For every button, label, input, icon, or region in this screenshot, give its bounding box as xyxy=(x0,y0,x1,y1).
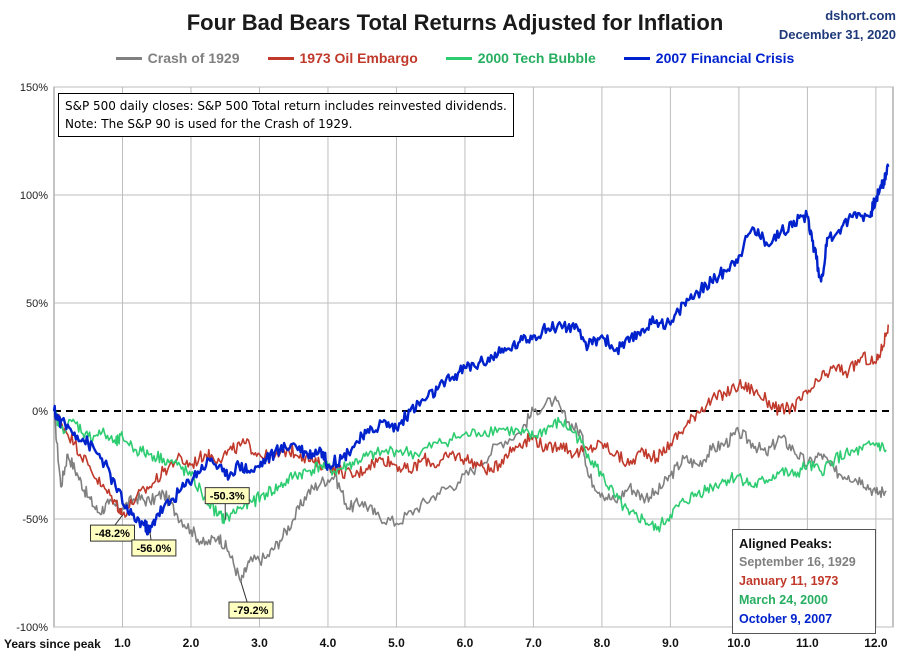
series-line-0 xyxy=(53,395,887,583)
x-tick-label: 2.0 xyxy=(183,636,200,650)
y-tick-label: -50% xyxy=(22,514,48,526)
legend-item-1929: Crash of 1929 xyxy=(115,50,240,66)
note-line-1: S&P 500 daily closes: S&P 500 Total retu… xyxy=(65,99,507,113)
legend-item-1973: 1973 Oil Embargo xyxy=(267,50,418,66)
annotation-box xyxy=(89,524,135,542)
series-line-3 xyxy=(52,163,890,536)
annotation-label: -56.0% xyxy=(136,543,171,555)
grid-layer xyxy=(53,86,894,628)
legend-swatch-2000 xyxy=(445,56,472,60)
legend-swatch-1929 xyxy=(115,56,142,60)
chart-title: Four Bad Bears Total Returns Adjusted fo… xyxy=(186,10,724,35)
annotation-box xyxy=(228,601,274,619)
series-line-1 xyxy=(53,324,889,518)
annotation-box xyxy=(131,539,177,557)
note-box: S&P 500 daily closes: S&P 500 Total retu… xyxy=(58,93,514,137)
peak-2007: October 9, 2007 xyxy=(739,612,833,626)
y-tick-label: 100% xyxy=(20,190,48,202)
note-line-2: Note: The S&P 90 is used for the Crash o… xyxy=(65,117,353,131)
x-tick-label: 6.0 xyxy=(457,636,474,650)
y-tick-label: 50% xyxy=(26,298,48,310)
legend-label-1929: Crash of 1929 xyxy=(147,50,240,66)
x-tick-label: 3.0 xyxy=(251,636,268,650)
x-tick-label: 9.0 xyxy=(662,636,679,650)
x-tick-label: 5.0 xyxy=(388,636,405,650)
legend-label-1973: 1973 Oil Embargo xyxy=(299,50,418,66)
series-layer xyxy=(52,163,890,583)
x-axis-title: Years since peak xyxy=(4,637,101,651)
x-tick-label: 4.0 xyxy=(320,636,337,650)
source-label: dshort.com xyxy=(825,8,896,23)
aligned-peaks-title: Aligned Peaks: xyxy=(739,536,833,551)
y-tick-label: 0% xyxy=(32,406,48,418)
annotation-box xyxy=(204,487,250,505)
x-tick-label: 7.0 xyxy=(525,636,542,650)
x-tick-label: 10.0 xyxy=(727,636,751,650)
peak-1929: September 16, 1929 xyxy=(739,555,856,569)
x-tick-label: 1.0 xyxy=(114,636,131,650)
legend-label-2000: 2000 Tech Bubble xyxy=(477,50,596,66)
legend-swatch-1973 xyxy=(267,56,294,60)
peak-2000: March 24, 2000 xyxy=(739,593,828,607)
y-tick-label: 150% xyxy=(20,82,48,94)
date-label: December 31, 2020 xyxy=(778,27,896,42)
annotation-label: -79.2% xyxy=(234,605,269,617)
x-tick-label: 11.0 xyxy=(796,636,819,650)
legend-item-2007: 2007 Financial Crisis xyxy=(623,50,795,66)
aligned-peaks-box: Aligned Peaks: September 16, 1929 Januar… xyxy=(732,529,876,634)
legend-item-2000: 2000 Tech Bubble xyxy=(445,50,596,66)
series-line-2 xyxy=(53,406,887,533)
legend: Crash of 1929 1973 Oil Embargo 2000 Tech… xyxy=(0,50,910,66)
legend-label-2007: 2007 Financial Crisis xyxy=(655,50,795,66)
x-tick-label: 8.0 xyxy=(594,636,611,650)
annotation-label: -50.3% xyxy=(210,491,245,503)
y-tick-label: -100% xyxy=(16,622,48,634)
peak-1973: January 11, 1973 xyxy=(739,574,839,588)
annotation-label: -48.2% xyxy=(95,528,130,540)
axis-layer: 1.0 2.0 3.0 4.0 5.0 6.0 7.0 8.0 9.0 10.0 11.0 12.0 1… xyxy=(16,82,888,650)
legend-swatch-2007 xyxy=(623,56,650,60)
annotation-layer: -48.2% -56.0% -50.3% -79.2% xyxy=(89,487,274,619)
x-tick-label: 12.0 xyxy=(864,636,888,650)
